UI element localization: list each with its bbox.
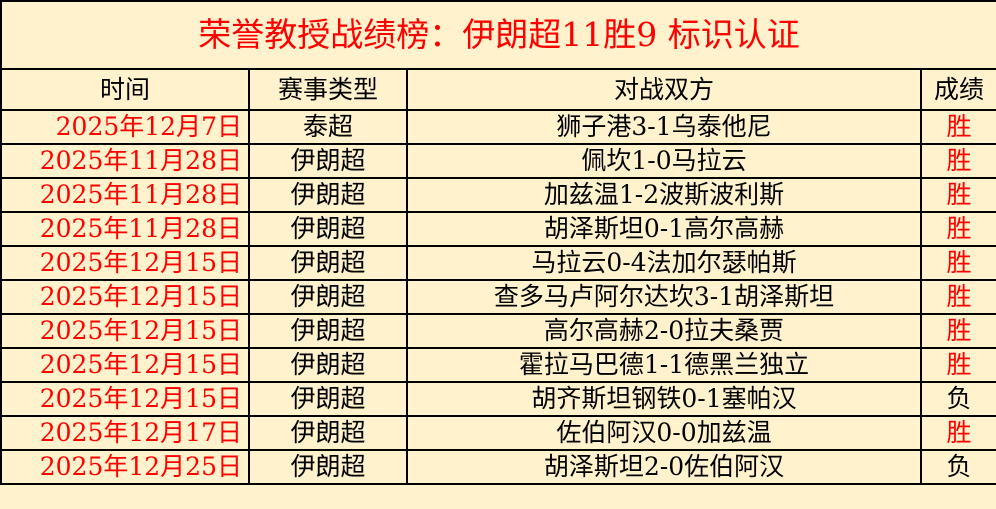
date-cell: 2025年12月15日 [0, 245, 250, 281]
table-row: 2025年12月15日 伊朗超 霍拉马巴德1-1德黑兰独立胜 [0, 347, 996, 383]
type-cell: 泰超 [248, 109, 408, 145]
type-cell: 伊朗超 [248, 177, 408, 213]
date-cell: 2025年12月15日 [0, 313, 250, 349]
result-cell: 胜 [919, 177, 996, 213]
type-cell: 伊朗超 [248, 381, 408, 417]
type-cell: 伊朗超 [248, 347, 408, 383]
type-cell: 伊朗超 [248, 245, 408, 281]
table-row: 2025年11月28日 伊朗超 佩坎1-0马拉云胜 [0, 143, 996, 179]
date-cell: 2025年12月15日 [0, 279, 250, 315]
result-cell: 胜 [919, 313, 996, 349]
match-cell: 查多马卢阿尔达坎3-1胡泽斯坦 [406, 279, 922, 315]
result-cell: 胜 [919, 415, 996, 451]
result-cell: 胜 [919, 347, 996, 383]
table-row: 2025年11月28日 伊朗超 胡泽斯坦0-1高尔高赫胜 [0, 211, 996, 247]
match-cell: 佐伯阿汉0-0加兹温 [406, 415, 922, 451]
match-cell: 佩坎1-0马拉云 [406, 143, 922, 179]
table-row: 2025年11月28日 伊朗超 加兹温1-2波斯波利斯胜 [0, 177, 996, 213]
table-row: 2025年12月17日 伊朗超 佐伯阿汉0-0加兹温胜 [0, 415, 996, 451]
table-row: 2025年12月15日 伊朗超 高尔高赫2-0拉夫桑贾胜 [0, 313, 996, 349]
table-row: 2025年12月15日 伊朗超 胡齐斯坦钢铁0-1塞帕汉负 [0, 381, 996, 417]
match-cell: 胡泽斯坦2-0佐伯阿汉 [406, 449, 922, 485]
type-cell: 伊朗超 [248, 415, 408, 451]
header-match: 对战双方 [406, 68, 922, 111]
match-cell: 胡齐斯坦钢铁0-1塞帕汉 [406, 381, 922, 417]
title-row: 荣誉教授战绩榜：伊朗超11胜9 标识认证 [0, 0, 996, 70]
date-cell: 2025年11月28日 [0, 177, 250, 213]
date-cell: 2025年11月28日 [0, 143, 250, 179]
header-time: 时间 [0, 68, 250, 111]
table-row: 2025年12月15日 伊朗超 马拉云0-4法加尔瑟帕斯胜 [0, 245, 996, 281]
type-cell: 伊朗超 [248, 211, 408, 247]
record-table: 荣誉教授战绩榜：伊朗超11胜9 标识认证 时间 赛事类型 对战双方 成绩 202… [0, 0, 996, 485]
date-cell: 2025年12月15日 [0, 381, 250, 417]
table-title: 荣誉教授战绩榜：伊朗超11胜9 标识认证 [0, 0, 996, 70]
match-cell: 高尔高赫2-0拉夫桑贾 [406, 313, 922, 349]
date-cell: 2025年11月28日 [0, 211, 250, 247]
table-row: 2025年12月7日 泰超 狮子港3-1乌泰他尼胜 [0, 109, 996, 145]
result-cell: 胜 [919, 245, 996, 281]
match-cell: 狮子港3-1乌泰他尼 [406, 109, 922, 145]
date-cell: 2025年12月15日 [0, 347, 250, 383]
result-cell: 负 [919, 381, 996, 417]
result-cell: 胜 [919, 143, 996, 179]
date-cell: 2025年12月17日 [0, 415, 250, 451]
result-cell: 负 [919, 449, 996, 485]
header-result: 成绩 [919, 68, 996, 111]
match-cell: 马拉云0-4法加尔瑟帕斯 [406, 245, 922, 281]
header-row: 时间 赛事类型 对战双方 成绩 [0, 68, 996, 111]
result-cell: 胜 [919, 109, 996, 145]
type-cell: 伊朗超 [248, 143, 408, 179]
header-type: 赛事类型 [248, 68, 408, 111]
type-cell: 伊朗超 [248, 449, 408, 485]
date-cell: 2025年12月25日 [0, 449, 250, 485]
table-row: 2025年12月25日 伊朗超 胡泽斯坦2-0佐伯阿汉负 [0, 449, 996, 485]
result-cell: 胜 [919, 211, 996, 247]
type-cell: 伊朗超 [248, 313, 408, 349]
match-cell: 胡泽斯坦0-1高尔高赫 [406, 211, 922, 247]
date-cell: 2025年12月7日 [0, 109, 250, 145]
result-cell: 胜 [919, 279, 996, 315]
match-cell: 加兹温1-2波斯波利斯 [406, 177, 922, 213]
type-cell: 伊朗超 [248, 279, 408, 315]
table-row: 2025年12月15日 伊朗超 查多马卢阿尔达坎3-1胡泽斯坦胜 [0, 279, 996, 315]
match-cell: 霍拉马巴德1-1德黑兰独立 [406, 347, 922, 383]
